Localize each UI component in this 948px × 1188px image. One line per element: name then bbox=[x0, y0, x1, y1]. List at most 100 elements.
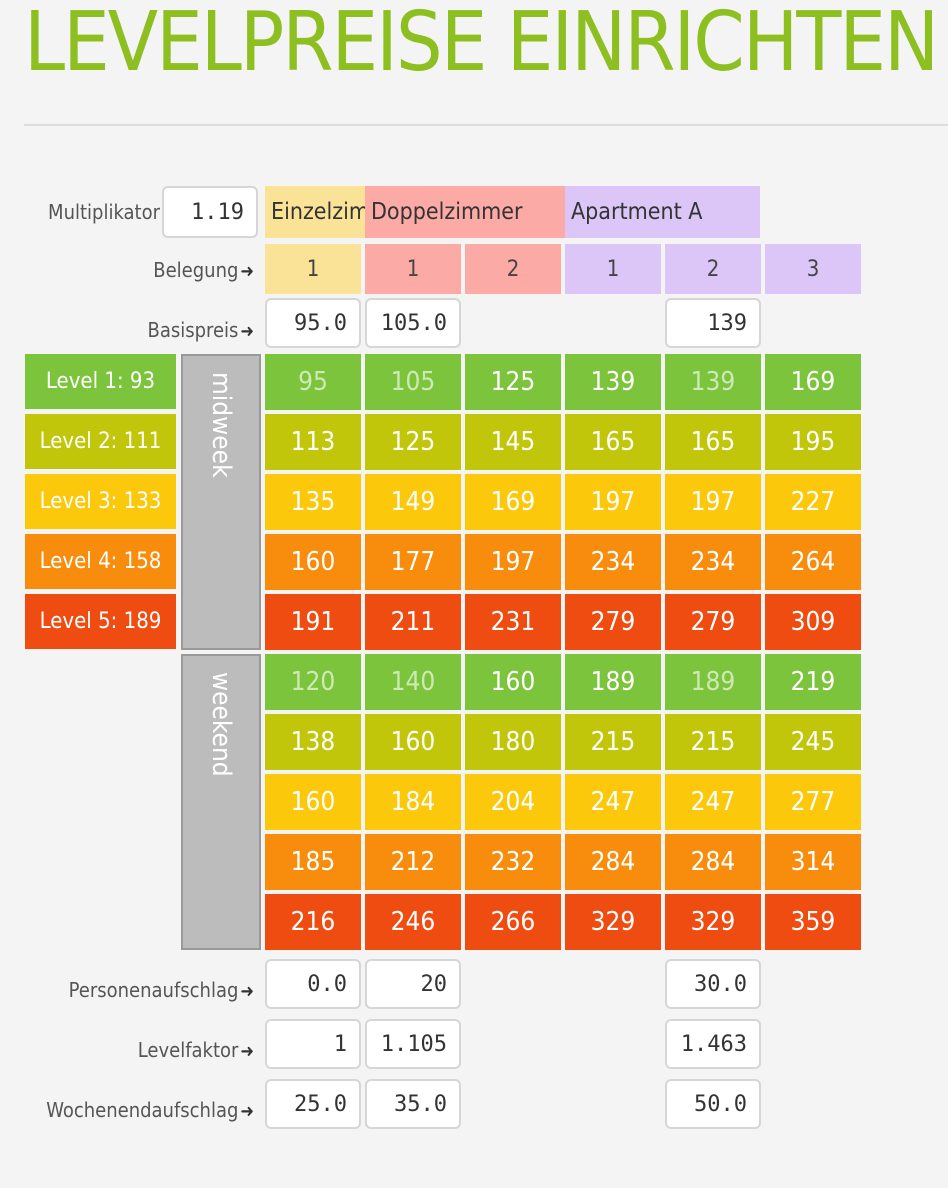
price-cell: 197 bbox=[665, 474, 761, 530]
price-cell: 165 bbox=[565, 414, 661, 470]
occupancy-label-text: Belegung bbox=[153, 258, 239, 282]
surcharge-input[interactable]: 30.0 bbox=[665, 959, 761, 1009]
arrow-right-icon: ➜ bbox=[240, 981, 254, 1002]
price-cell: 145 bbox=[465, 414, 561, 470]
arrow-right-icon: ➜ bbox=[240, 1041, 254, 1062]
occupancy-cell: 3 bbox=[765, 244, 861, 294]
surcharge-input[interactable]: 20 bbox=[365, 959, 461, 1009]
price-cell: 160 bbox=[365, 714, 461, 770]
base_price-input[interactable]: 95.0 bbox=[265, 298, 361, 348]
occupancy-cell: 1 bbox=[265, 244, 361, 294]
price-cell: 279 bbox=[565, 594, 661, 650]
price-cell: 113 bbox=[265, 414, 361, 470]
base_price-input[interactable]: 105.0 bbox=[365, 298, 461, 348]
price-cell: 189 bbox=[665, 654, 761, 710]
arrow-right-icon: ➜ bbox=[240, 1101, 254, 1122]
price-cell: 284 bbox=[565, 834, 661, 890]
price-cell: 185 bbox=[265, 834, 361, 890]
price-cell: 279 bbox=[665, 594, 761, 650]
price-cell: 135 bbox=[265, 474, 361, 530]
price-cell: 139 bbox=[565, 354, 661, 410]
price-cell: 227 bbox=[765, 474, 861, 530]
price-cell: 138 bbox=[265, 714, 361, 770]
level_factor-input[interactable]: 1 bbox=[265, 1019, 361, 1069]
price-cell: 212 bbox=[365, 834, 461, 890]
price-cell: 180 bbox=[465, 714, 561, 770]
occupancy-cell: 1 bbox=[365, 244, 461, 294]
base_price-input[interactable]: 139 bbox=[665, 298, 761, 348]
level-label: Level 3: 133 bbox=[25, 474, 176, 529]
level-factor-label-text: Levelfaktor bbox=[137, 1038, 239, 1062]
price-cell: 125 bbox=[465, 354, 561, 410]
price-cell: 160 bbox=[265, 534, 361, 590]
price-cell: 245 bbox=[765, 714, 861, 770]
level_factor-input[interactable]: 1.463 bbox=[665, 1019, 761, 1069]
price-cell: 277 bbox=[765, 774, 861, 830]
level-factor-label: Levelfaktor ➜ bbox=[0, 1038, 254, 1064]
multiplier-input[interactable]: 1.19 bbox=[162, 186, 258, 238]
room-type-header: Doppelzimmer bbox=[365, 186, 565, 238]
title-divider bbox=[24, 124, 948, 126]
base-price-label: Basispreis ➜ bbox=[0, 318, 254, 344]
price-cell: 216 bbox=[265, 894, 361, 950]
price-cell: 197 bbox=[565, 474, 661, 530]
occupancy-label: Belegung ➜ bbox=[0, 258, 254, 284]
price-cell: 234 bbox=[665, 534, 761, 590]
price-cell: 329 bbox=[665, 894, 761, 950]
price-cell: 247 bbox=[665, 774, 761, 830]
level-label: Level 5: 189 bbox=[25, 594, 176, 649]
page-title: LEVELPREISE EINRICHTEN bbox=[24, 0, 939, 90]
price-cell: 177 bbox=[365, 534, 461, 590]
arrow-right-icon: ➜ bbox=[240, 261, 254, 282]
multiplier-label: Multiplikator bbox=[48, 200, 160, 224]
price-cell: 149 bbox=[365, 474, 461, 530]
weekend_surcharge-input[interactable]: 50.0 bbox=[665, 1079, 761, 1129]
weekend_surcharge-input[interactable]: 35.0 bbox=[365, 1079, 461, 1129]
period-block-midweek: midweek bbox=[181, 354, 261, 650]
price-cell: 95 bbox=[265, 354, 361, 410]
price-cell: 204 bbox=[465, 774, 561, 830]
price-cell: 359 bbox=[765, 894, 861, 950]
price-cell: 197 bbox=[465, 534, 561, 590]
arrow-right-icon: ➜ bbox=[240, 321, 254, 342]
price-cell: 266 bbox=[465, 894, 561, 950]
price-cell: 169 bbox=[765, 354, 861, 410]
price-cell: 264 bbox=[765, 534, 861, 590]
occupancy-cell: 2 bbox=[665, 244, 761, 294]
base-price-label-text: Basispreis bbox=[147, 318, 239, 342]
surcharge-label: Personenaufschlag ➜ bbox=[0, 978, 254, 1004]
period-label: weekend bbox=[206, 672, 236, 777]
price-cell: 160 bbox=[265, 774, 361, 830]
price-cell: 284 bbox=[665, 834, 761, 890]
period-label: midweek bbox=[206, 372, 236, 478]
price-cell: 139 bbox=[665, 354, 761, 410]
price-cell: 314 bbox=[765, 834, 861, 890]
level_factor-input[interactable]: 1.105 bbox=[365, 1019, 461, 1069]
level-label: Level 2: 111 bbox=[25, 414, 176, 469]
room-type-header: Einzelzimmer bbox=[265, 186, 365, 238]
price-cell: 219 bbox=[765, 654, 861, 710]
price-cell: 160 bbox=[465, 654, 561, 710]
weekend-surcharge-label-text: Wochenendaufschlag bbox=[46, 1098, 239, 1122]
price-cell: 140 bbox=[365, 654, 461, 710]
price-cell: 231 bbox=[465, 594, 561, 650]
price-cell: 234 bbox=[565, 534, 661, 590]
level-label: Level 1: 93 bbox=[25, 354, 176, 409]
room-type-header: Apartment A bbox=[565, 186, 760, 238]
price-cell: 246 bbox=[365, 894, 461, 950]
price-cell: 247 bbox=[565, 774, 661, 830]
weekend-surcharge-label: Wochenendaufschlag ➜ bbox=[0, 1098, 254, 1124]
price-cell: 195 bbox=[765, 414, 861, 470]
price-cell: 120 bbox=[265, 654, 361, 710]
price-cell: 125 bbox=[365, 414, 461, 470]
occupancy-cell: 2 bbox=[465, 244, 561, 294]
price-cell: 189 bbox=[565, 654, 661, 710]
weekend_surcharge-input[interactable]: 25.0 bbox=[265, 1079, 361, 1129]
price-cell: 191 bbox=[265, 594, 361, 650]
price-cell: 215 bbox=[565, 714, 661, 770]
price-cell: 169 bbox=[465, 474, 561, 530]
surcharge-input[interactable]: 0.0 bbox=[265, 959, 361, 1009]
price-cell: 105 bbox=[365, 354, 461, 410]
period-block-weekend: weekend bbox=[181, 654, 261, 950]
price-cell: 215 bbox=[665, 714, 761, 770]
